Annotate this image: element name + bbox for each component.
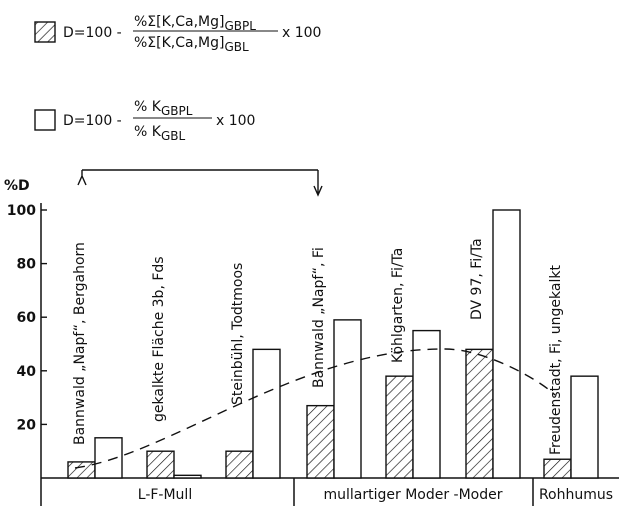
category-label-3: Steinbühl, Todtmoos: [230, 263, 246, 405]
legend-hatched-swatch: [34, 21, 56, 43]
bar-open-6: [492, 209, 521, 479]
bar-hatched-7: [543, 458, 572, 479]
category-label-5: Köhlgarten, Fi/Ta: [390, 248, 406, 363]
group-labels: L-F-Mull mullartiger Moder -Moder Rohhumus: [138, 487, 613, 503]
legend-open-rhs: x 100: [216, 113, 255, 129]
bar-hatched-6: [465, 348, 494, 479]
trend-curve: [74, 348, 556, 469]
category-label-2: gekalkte Fläche 3b, Fds: [151, 256, 167, 422]
bar-hatched-5: [385, 375, 414, 479]
legend-open-numerator: % KGBPL: [134, 99, 193, 118]
legend-hatched-numerator: %Σ[K,Ca,Mg]GBPL: [134, 14, 256, 33]
y-tick-label-20: 20: [17, 417, 37, 433]
y-tick-label-80: 80: [17, 257, 37, 273]
legend-hatched-denominator: %Σ[K,Ca,Mg]GBL: [134, 35, 249, 54]
legend-open-swatch: [34, 109, 56, 131]
bars: [67, 209, 599, 479]
y-tick-label-40: 40: [17, 364, 37, 380]
category-label-4: Bannwald „Napf“, Fi: [311, 247, 327, 388]
category-label-1: Bannwald „Napf“, Bergahorn: [72, 242, 88, 445]
bar-open-2: [173, 474, 202, 479]
y-axis-label: %D: [4, 178, 30, 194]
category-labels: Bannwald „Napf“, Bergahorn gekalkte Fläch…: [72, 238, 564, 455]
legend-open-lhs: D=100 -: [63, 113, 122, 129]
bar-open-1: [94, 437, 123, 479]
bar-hatched-2: [146, 450, 175, 479]
category-label-7: Freudenstadt, Fi, ungekalkt: [548, 265, 564, 455]
legend-open-denominator: % KGBL: [134, 124, 185, 143]
group-label-3: Rohhumus: [539, 487, 613, 503]
y-tick-label-60: 60: [17, 310, 37, 326]
bar-hatched-3: [225, 450, 254, 479]
y-tick-label-100: 100: [7, 203, 36, 219]
legend-open: D=100 - % KGBPL % KGBL x 100: [34, 99, 255, 143]
y-ticks: 20 40 60 80 100: [7, 203, 47, 433]
bar-hatched-1: [67, 461, 96, 479]
legend-hatched-lhs: D=100 -: [63, 25, 122, 41]
group-label-1: L-F-Mull: [138, 487, 192, 503]
bar-open-7: [570, 375, 599, 479]
category-label-6: DV 97, Fi/Ta: [469, 238, 485, 320]
legend-hatched: D=100 - %Σ[K,Ca,Mg]GBPL %Σ[K,Ca,Mg]GBL x…: [34, 14, 321, 54]
bar-open-4: [333, 319, 362, 479]
bar-open-5: [412, 329, 441, 479]
comparison-bracket: [77, 169, 323, 197]
group-label-2: mullartiger Moder -Moder: [323, 487, 502, 503]
bar-hatched-4: [306, 404, 335, 479]
bar-open-3: [252, 348, 281, 479]
legend-hatched-rhs: x 100: [282, 25, 321, 41]
